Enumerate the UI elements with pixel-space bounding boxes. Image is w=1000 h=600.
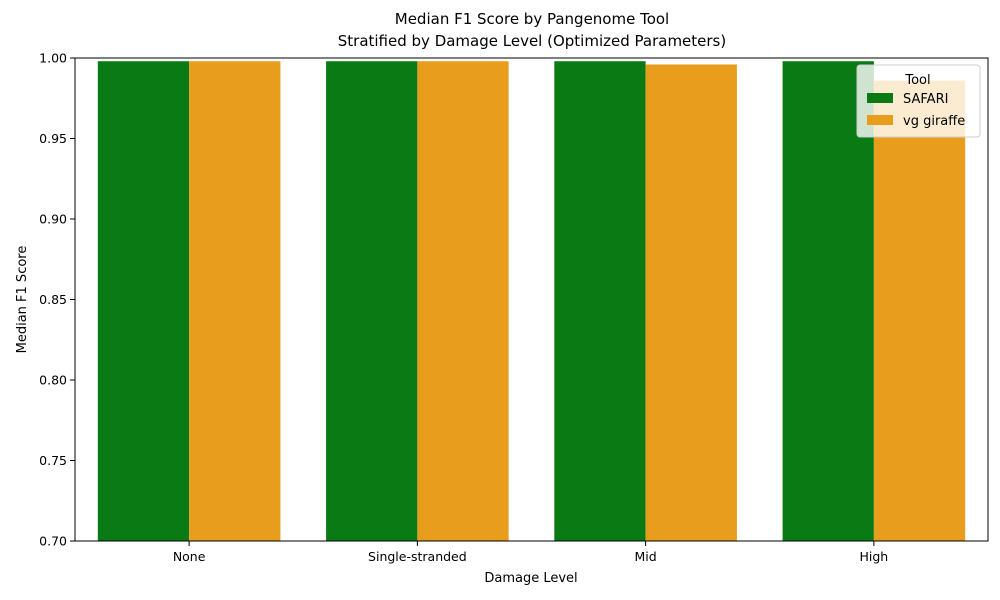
bars-group xyxy=(97,61,966,541)
y-tick-label: 0.70 xyxy=(39,534,67,549)
chart-subtitle: Stratified by Damage Level (Optimized Pa… xyxy=(338,32,726,50)
legend-label-vg-giraffe: vg giraffe xyxy=(903,114,965,129)
y-tick-label: 0.75 xyxy=(39,453,67,468)
y-axis-label: Median F1 Score xyxy=(15,246,30,354)
legend-label-safari: SAFARI xyxy=(903,92,948,107)
y-tick-label: 1.00 xyxy=(39,51,67,66)
y-tick-label: 0.80 xyxy=(39,373,67,388)
x-tick-label: High xyxy=(860,549,889,564)
legend-swatch-vg-giraffe xyxy=(867,115,893,125)
legend-swatch-safari xyxy=(867,93,893,103)
legend: Tool SAFARI vg giraffe xyxy=(856,64,981,138)
bar-vg-giraffe-none xyxy=(189,61,281,541)
bar-safari-none xyxy=(97,61,190,541)
plot-frame xyxy=(74,57,989,542)
y-tick-label: 0.85 xyxy=(39,292,67,307)
legend-title: Tool xyxy=(904,73,930,88)
x-tick-label: Single-stranded xyxy=(368,549,467,564)
bar-vg-giraffe-high xyxy=(873,80,966,541)
x-axis: None Single-stranded Mid High xyxy=(173,541,888,564)
x-tick-label: None xyxy=(173,549,206,564)
bar-vg-giraffe-single-stranded xyxy=(417,61,509,541)
bar-safari-single-stranded xyxy=(326,61,418,541)
x-tick-label: Mid xyxy=(635,549,657,564)
bar-safari-mid xyxy=(554,61,646,541)
y-tick-label: 0.95 xyxy=(39,131,67,146)
bar-vg-giraffe-mid xyxy=(645,64,737,541)
x-axis-label: Damage Level xyxy=(484,571,577,586)
y-axis: 0.70 0.75 0.80 0.85 0.90 0.95 1.00 xyxy=(39,51,75,549)
bar-safari-high xyxy=(782,61,874,541)
chart-title: Median F1 Score by Pangenome Tool xyxy=(395,10,669,28)
y-tick-label: 0.90 xyxy=(39,212,67,227)
